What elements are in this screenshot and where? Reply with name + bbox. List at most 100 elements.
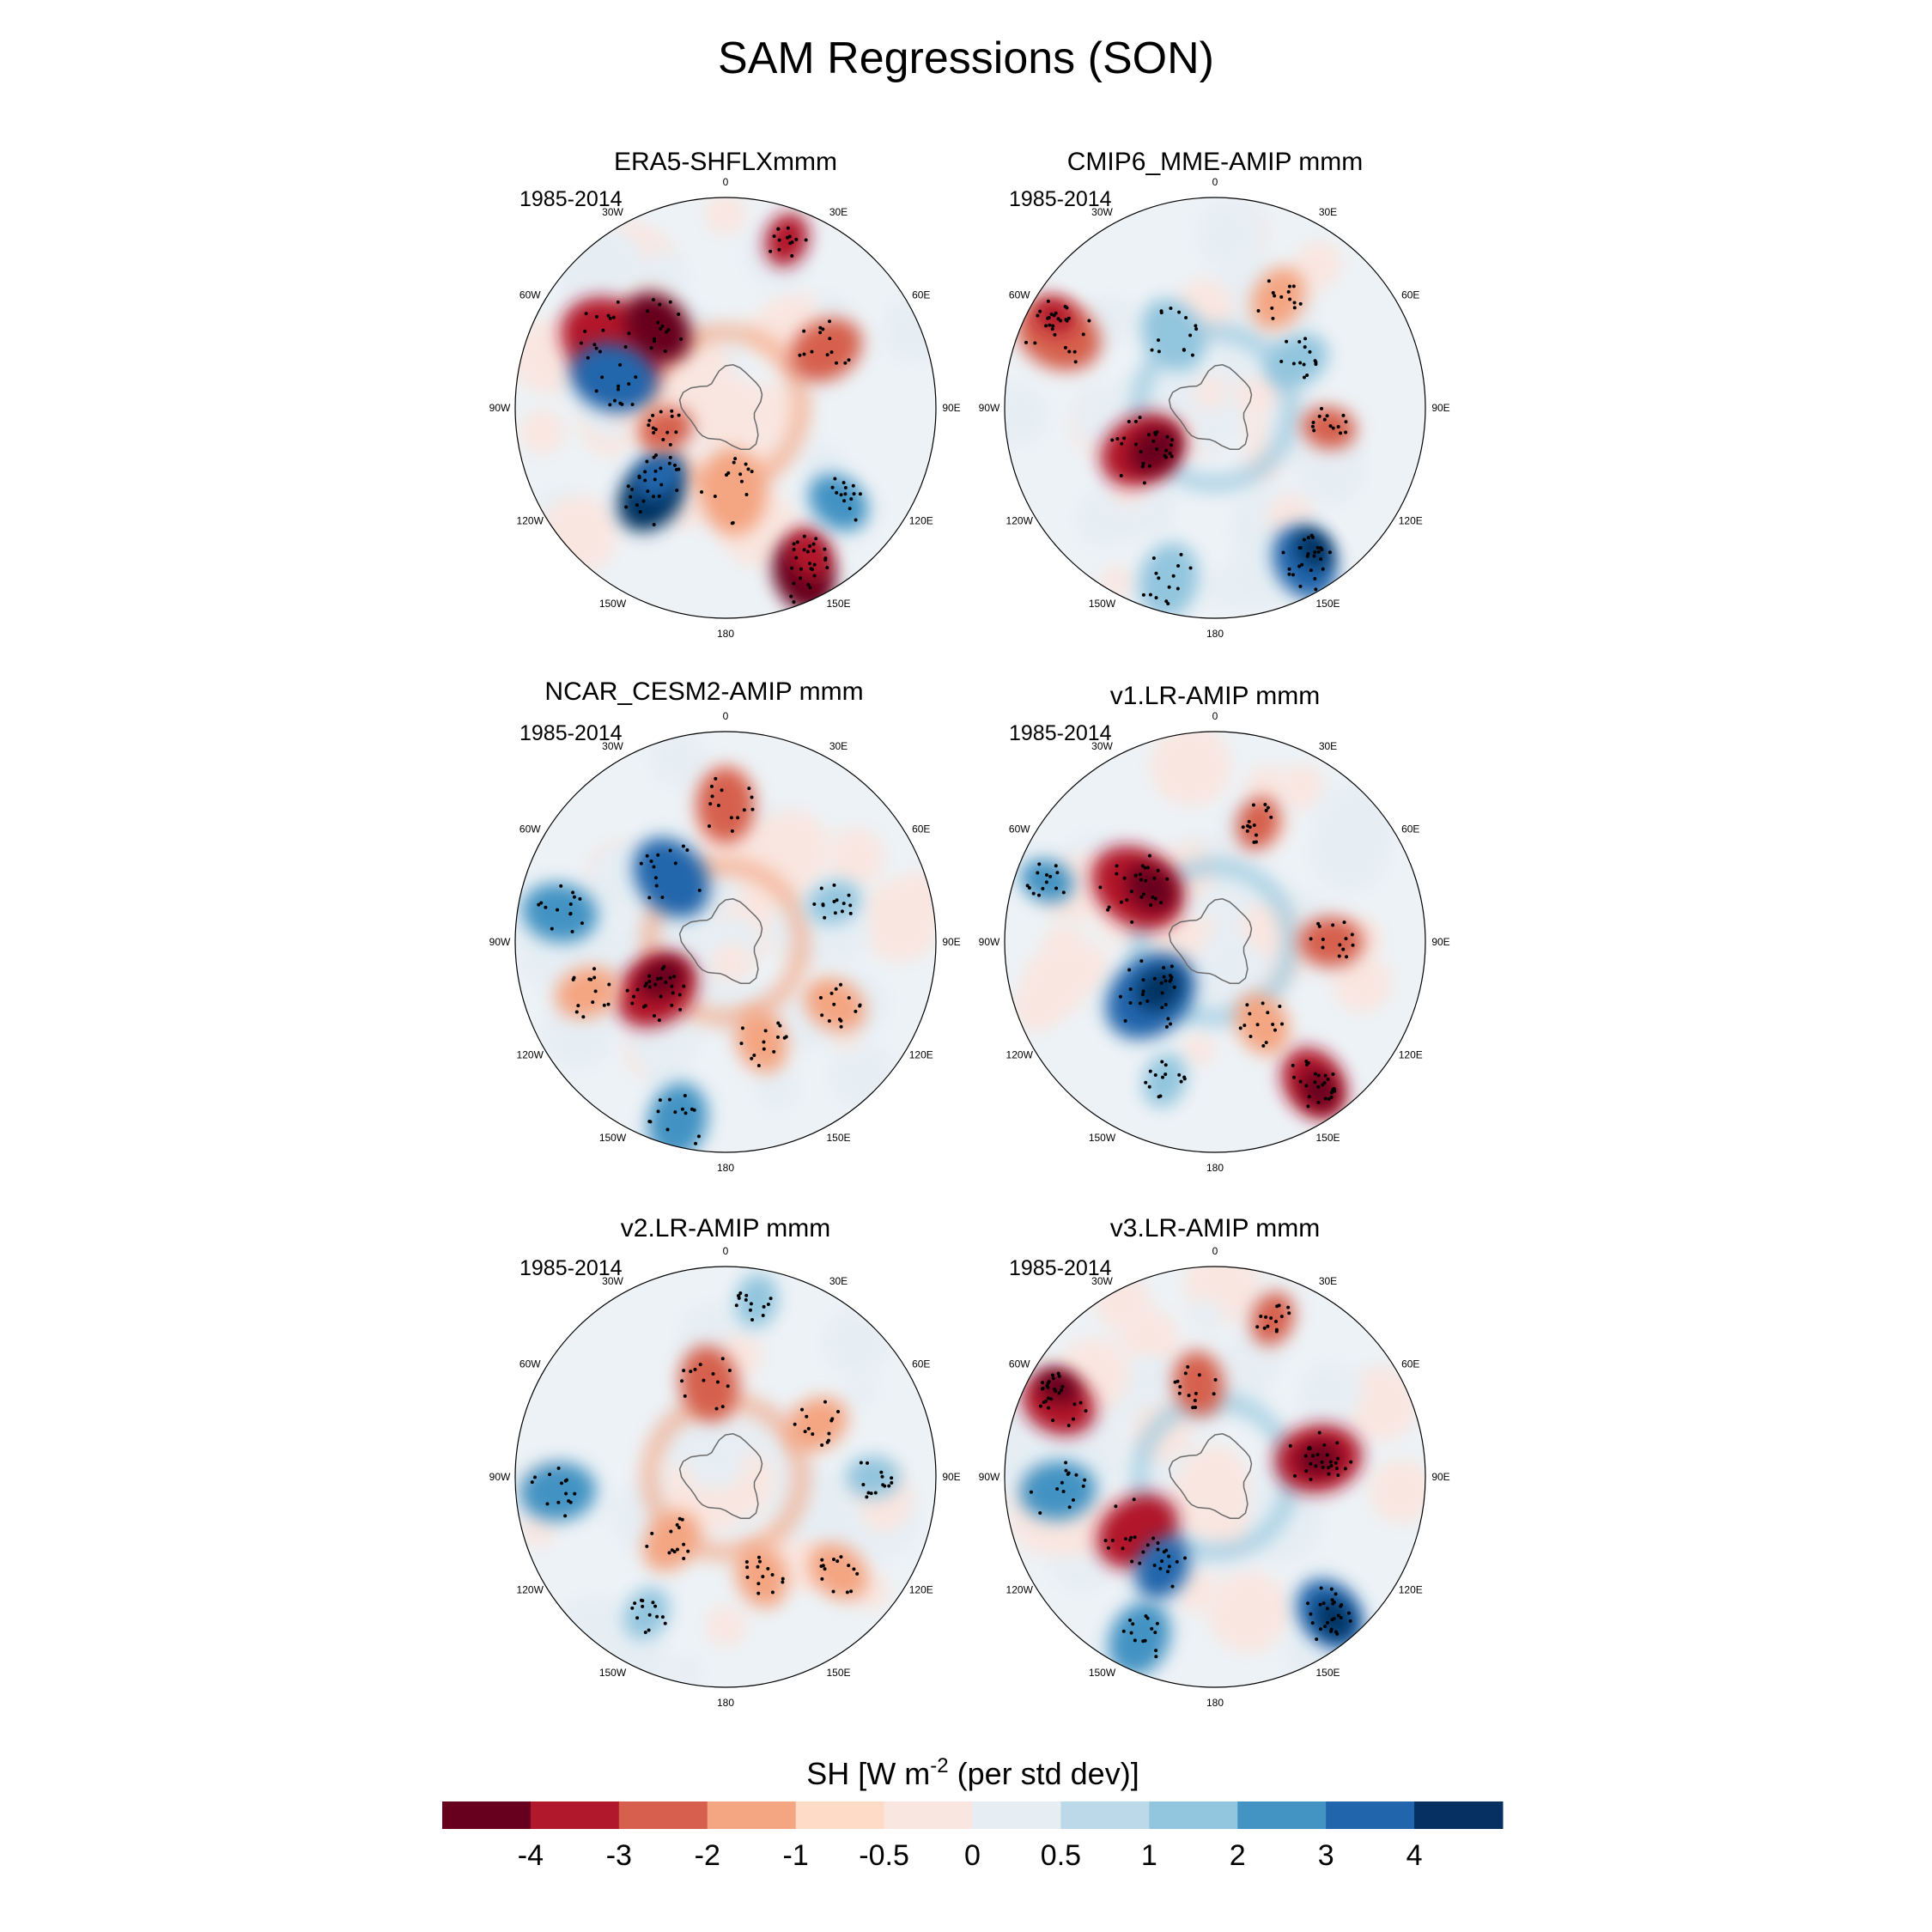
significance-stipple — [823, 556, 828, 561]
significance-stipple — [1309, 568, 1313, 573]
significance-stipple — [1041, 1381, 1045, 1385]
significance-stipple — [1329, 1627, 1334, 1631]
noise-patch — [1194, 376, 1228, 410]
significance-stipple — [1120, 441, 1124, 446]
significance-stipple — [1124, 1537, 1128, 1541]
significance-stipple — [1106, 1546, 1110, 1550]
noise-patch — [1343, 1366, 1419, 1441]
significance-stipple — [1248, 1012, 1252, 1016]
significance-stipple — [1315, 545, 1320, 550]
noise-patch — [754, 1067, 799, 1113]
significance-stipple — [1316, 550, 1321, 554]
significance-stipple — [1306, 536, 1310, 540]
longitude-label: 60E — [1401, 289, 1419, 301]
significance-stipple — [1179, 1079, 1183, 1084]
significance-stipple — [648, 1120, 653, 1124]
significance-stipple — [1339, 1615, 1343, 1619]
significance-stipple — [1146, 433, 1151, 437]
significance-stipple — [1314, 587, 1318, 592]
significance-stipple — [1139, 878, 1143, 882]
significance-stipple — [744, 1559, 749, 1564]
significance-stipple — [659, 976, 663, 981]
longitude-label: 60W — [519, 1358, 541, 1370]
longitude-label: 30W — [602, 740, 623, 752]
significance-stipple — [834, 987, 838, 991]
significance-stipple — [626, 484, 630, 489]
significance-stipple — [831, 1558, 835, 1562]
anomaly-blob — [639, 407, 694, 452]
significance-stipple — [591, 1000, 595, 1005]
significance-stipple — [1256, 309, 1261, 313]
panel-period: 1985-2014 — [1009, 1256, 1112, 1280]
significance-stipple — [1060, 1388, 1064, 1392]
significance-stipple — [559, 884, 563, 888]
colorbar-swatch — [972, 1801, 1061, 1829]
significance-stipple — [1151, 895, 1155, 899]
significance-stipple — [1115, 436, 1120, 440]
significance-stipple — [794, 237, 799, 241]
significance-stipple — [656, 1109, 660, 1114]
significance-stipple — [669, 1529, 673, 1534]
significance-stipple — [1165, 434, 1170, 439]
significance-stipple — [612, 398, 617, 403]
significance-stipple — [1141, 892, 1145, 896]
noise-patch — [1227, 1332, 1282, 1387]
significance-stipple — [1153, 896, 1157, 901]
anomaly-blob — [642, 1511, 701, 1571]
significance-stipple — [1304, 1469, 1309, 1473]
significance-stipple — [1182, 1077, 1187, 1081]
significance-stipple — [1259, 1315, 1263, 1319]
longitude-label: 90W — [979, 936, 1000, 948]
significance-stipple — [1298, 1079, 1303, 1084]
significance-stipple — [714, 776, 718, 781]
significance-stipple — [805, 550, 810, 554]
longitude-label: 30W — [1091, 1275, 1113, 1287]
significance-stipple — [1170, 438, 1174, 442]
significance-stipple — [600, 375, 605, 380]
significance-stipple — [1166, 1017, 1170, 1021]
significance-stipple — [1303, 345, 1307, 349]
longitude-label: 0 — [1212, 710, 1218, 722]
significance-stipple — [828, 337, 832, 341]
noise-patch — [822, 1309, 890, 1377]
significance-stipple — [1311, 1454, 1315, 1458]
significance-stipple — [827, 1019, 831, 1024]
significance-stipple — [1048, 323, 1052, 327]
significance-stipple — [665, 1127, 670, 1132]
significance-stipple — [1044, 873, 1048, 878]
significance-stipple — [660, 324, 665, 328]
significance-stipple — [1317, 1431, 1321, 1435]
significance-stipple — [823, 1400, 828, 1404]
significance-stipple — [1252, 840, 1256, 844]
significance-stipple — [685, 848, 690, 853]
significance-stipple — [1191, 1406, 1195, 1410]
colorbar-swatch — [1149, 1801, 1238, 1829]
significance-stipple — [1163, 1072, 1168, 1077]
significance-stipple — [733, 457, 738, 461]
significance-stipple — [632, 994, 636, 999]
significance-stipple — [682, 1557, 686, 1561]
significance-stipple — [1060, 1384, 1065, 1388]
significance-stipple — [1050, 1373, 1054, 1377]
significance-stipple — [630, 1001, 635, 1005]
noise-patch — [1247, 765, 1287, 806]
significance-stipple — [1188, 333, 1193, 337]
significance-stipple — [1049, 1397, 1054, 1401]
significance-stipple — [674, 467, 678, 471]
longitude-label: 150E — [1315, 1667, 1340, 1679]
significance-stipple — [1279, 295, 1284, 299]
significance-stipple — [653, 469, 658, 473]
significance-stipple — [1245, 1003, 1249, 1007]
significance-stipple — [835, 490, 839, 495]
map-border — [514, 731, 937, 1153]
longitude-label: 60E — [912, 1358, 930, 1370]
significance-stipple — [1158, 1566, 1163, 1571]
significance-stipple — [573, 1492, 577, 1496]
significance-stipple — [1327, 550, 1332, 555]
significance-stipple — [1081, 1484, 1085, 1488]
significance-stipple — [1061, 1490, 1066, 1494]
significance-stipple — [545, 1502, 550, 1506]
significance-stipple — [800, 1407, 805, 1412]
significance-stipple — [1138, 1001, 1142, 1005]
significance-stipple — [1087, 319, 1091, 323]
